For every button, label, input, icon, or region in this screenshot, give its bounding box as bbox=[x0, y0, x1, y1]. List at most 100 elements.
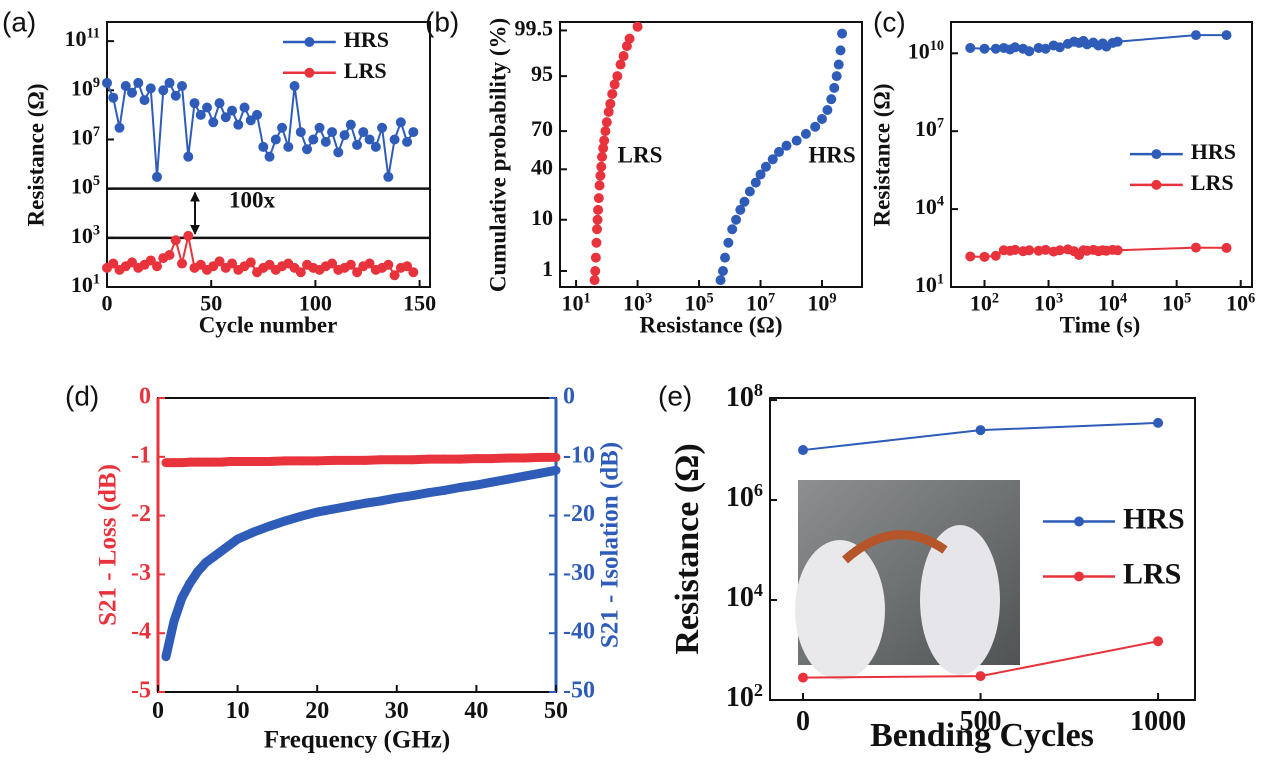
data-point bbox=[227, 105, 238, 116]
data-point bbox=[189, 98, 200, 109]
y-tick-label: 104 bbox=[726, 580, 763, 613]
data-point bbox=[455, 454, 465, 464]
data-point bbox=[108, 92, 119, 103]
x-tick-label: 40 bbox=[464, 698, 488, 724]
y-tick-label: 10 bbox=[531, 205, 553, 230]
y-tick-label: 108 bbox=[726, 380, 763, 413]
data-point bbox=[595, 170, 606, 181]
tick-exponent: 10 bbox=[930, 38, 944, 54]
data-point bbox=[308, 134, 319, 145]
x-tick-label: 500 bbox=[960, 706, 1002, 737]
data-point bbox=[1054, 245, 1065, 256]
y-tick-label: 101 bbox=[915, 272, 944, 297]
data-point bbox=[723, 237, 734, 248]
tick-base: 10 bbox=[1226, 291, 1248, 316]
data-point bbox=[249, 527, 259, 537]
data-point bbox=[975, 671, 986, 682]
data-point bbox=[829, 82, 840, 93]
data-point bbox=[195, 109, 206, 120]
data-point bbox=[264, 521, 274, 531]
y-tick-label: 101 bbox=[71, 272, 100, 297]
y-tick-label: 107 bbox=[915, 116, 944, 141]
y-tick-label: 106 bbox=[726, 480, 763, 513]
y-axis-label: S21 - Loss (dB) bbox=[95, 464, 122, 626]
data-point bbox=[227, 258, 238, 269]
data-point bbox=[1010, 244, 1021, 255]
data-point bbox=[312, 507, 322, 517]
data-point bbox=[328, 504, 338, 514]
tick-base: 10 bbox=[684, 291, 706, 316]
data-point bbox=[127, 87, 138, 98]
data-point bbox=[295, 127, 306, 138]
data-point bbox=[800, 128, 811, 139]
x-axis-label: Cycle number bbox=[199, 312, 338, 337]
tick-exponent: 1 bbox=[93, 272, 100, 288]
x-tick-label: 105 bbox=[684, 291, 713, 316]
data-point bbox=[594, 180, 605, 191]
data-point bbox=[408, 455, 418, 465]
data-point bbox=[822, 105, 833, 116]
data-point bbox=[314, 122, 325, 133]
data-point bbox=[1024, 46, 1035, 57]
legend-marker bbox=[1074, 516, 1084, 527]
data-point bbox=[164, 77, 175, 88]
tick-exponent: 4 bbox=[754, 580, 763, 600]
data-point bbox=[1040, 244, 1051, 255]
tick-exponent: 5 bbox=[706, 291, 713, 307]
y-tick-label: -1 bbox=[131, 442, 151, 468]
data-point bbox=[727, 224, 738, 235]
data-point bbox=[1190, 242, 1201, 253]
x-tick-label: 30 bbox=[385, 698, 409, 724]
data-point bbox=[592, 214, 603, 225]
data-point bbox=[598, 143, 609, 154]
data-point bbox=[201, 457, 211, 467]
legend-label: LRS bbox=[1191, 170, 1234, 195]
data-point bbox=[1153, 636, 1164, 647]
plot-frame bbox=[157, 397, 557, 693]
data-point bbox=[177, 458, 187, 468]
y-tick-label: 107 bbox=[71, 124, 100, 149]
data-point bbox=[344, 501, 354, 511]
data-point bbox=[183, 230, 194, 241]
data-point bbox=[990, 250, 1001, 261]
x-tick-label: 50 bbox=[200, 291, 222, 316]
data-point bbox=[277, 122, 288, 133]
data-point bbox=[609, 79, 620, 90]
y-tick-label: -2 bbox=[131, 501, 151, 527]
data-point bbox=[217, 457, 227, 467]
data-point bbox=[177, 80, 188, 91]
data-point bbox=[352, 267, 363, 278]
tick-exponent: 9 bbox=[829, 291, 836, 307]
data-point bbox=[193, 566, 203, 576]
data-point bbox=[535, 468, 545, 478]
y2-tick-label: -50 bbox=[563, 678, 595, 704]
x-tick-label: 0 bbox=[102, 291, 113, 316]
data-point bbox=[471, 480, 481, 490]
y2-tick-label: -10 bbox=[563, 442, 595, 468]
data-point bbox=[603, 106, 614, 117]
tick-base: 10 bbox=[915, 116, 937, 141]
tick-base: 10 bbox=[71, 272, 93, 297]
tick-base: 10 bbox=[561, 291, 583, 316]
data-point bbox=[344, 455, 354, 465]
tick-exponent: 8 bbox=[754, 380, 763, 400]
data-point bbox=[152, 261, 163, 272]
y-tick-label: 1011 bbox=[64, 26, 100, 51]
tick-exponent: 3 bbox=[1056, 291, 1063, 307]
data-point bbox=[744, 186, 755, 197]
data-point bbox=[333, 147, 344, 158]
data-point bbox=[1024, 245, 1035, 256]
data-point bbox=[158, 85, 169, 96]
data-point bbox=[750, 177, 761, 188]
data-point bbox=[120, 80, 131, 91]
data-point bbox=[440, 485, 450, 495]
y-tick-label: -4 bbox=[131, 619, 151, 645]
tick-base: 10 bbox=[746, 291, 768, 316]
data-point bbox=[345, 119, 356, 130]
legend-label: HRS bbox=[1191, 139, 1236, 164]
x-tick-label: 1000 bbox=[1130, 706, 1186, 737]
tick-base: 10 bbox=[726, 682, 754, 713]
data-point bbox=[487, 477, 497, 487]
